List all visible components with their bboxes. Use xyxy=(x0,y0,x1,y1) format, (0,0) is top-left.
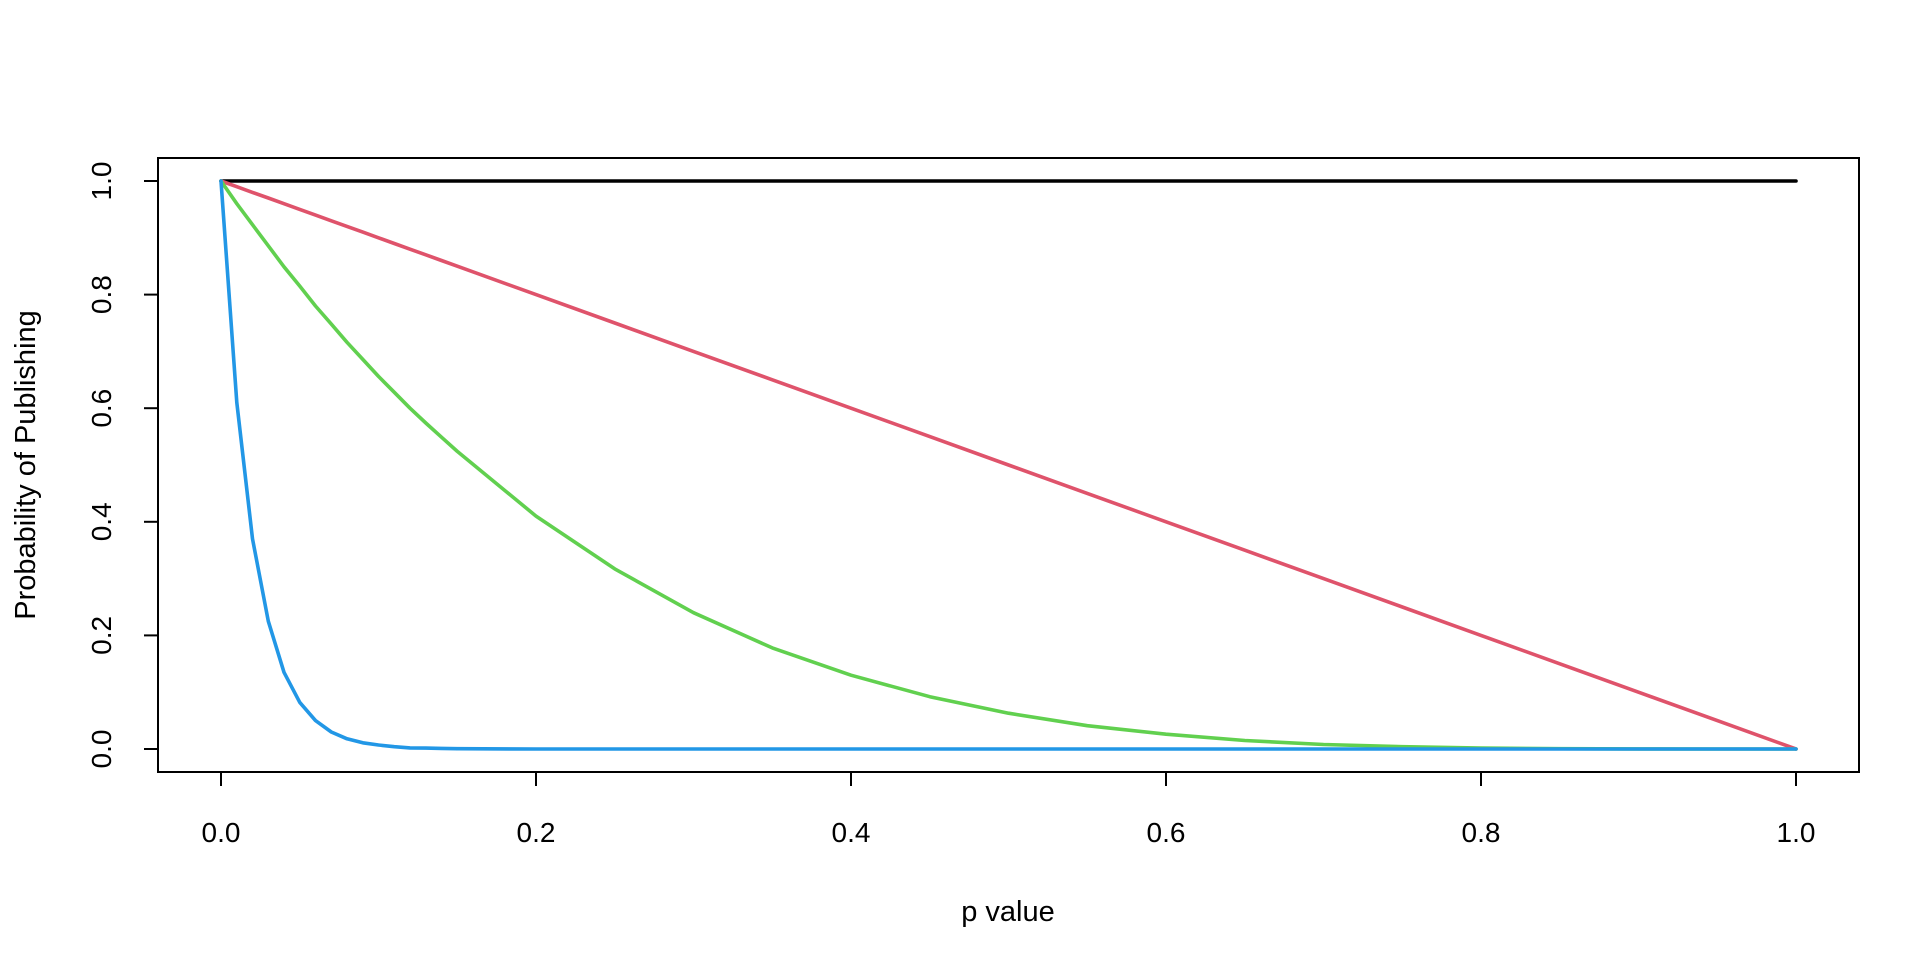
y-tick-label: 0.2 xyxy=(86,616,117,655)
x-tick-label: 1.0 xyxy=(1777,817,1816,848)
x-tick-label: 0.8 xyxy=(1462,817,1501,848)
x-tick-label: 0.4 xyxy=(832,817,871,848)
x-axis-ticks: 0.0 0.2 0.4 0.6 0.8 1.0 xyxy=(202,772,1816,848)
y-tick-label: 0.4 xyxy=(86,502,117,541)
y-axis-ticks: 0.0 0.2 0.4 0.6 0.8 1.0 xyxy=(86,162,158,769)
y-tick-label: 1.0 xyxy=(86,162,117,201)
y-axis-title: Probability of Publishing xyxy=(10,310,42,620)
y-tick-label: 0.0 xyxy=(86,730,117,769)
series-line-4 xyxy=(219,179,1798,751)
y-tick-label: 0.6 xyxy=(86,389,117,428)
x-tick-label: 0.0 xyxy=(202,817,241,848)
x-axis-title: p value xyxy=(961,896,1055,928)
series-layer xyxy=(219,179,1798,751)
x-tick-label: 0.6 xyxy=(1147,817,1186,848)
y-tick-label: 0.8 xyxy=(86,275,117,314)
series-line-3 xyxy=(219,179,1798,751)
x-tick-label: 0.2 xyxy=(517,817,556,848)
series-line-2 xyxy=(219,179,1798,751)
